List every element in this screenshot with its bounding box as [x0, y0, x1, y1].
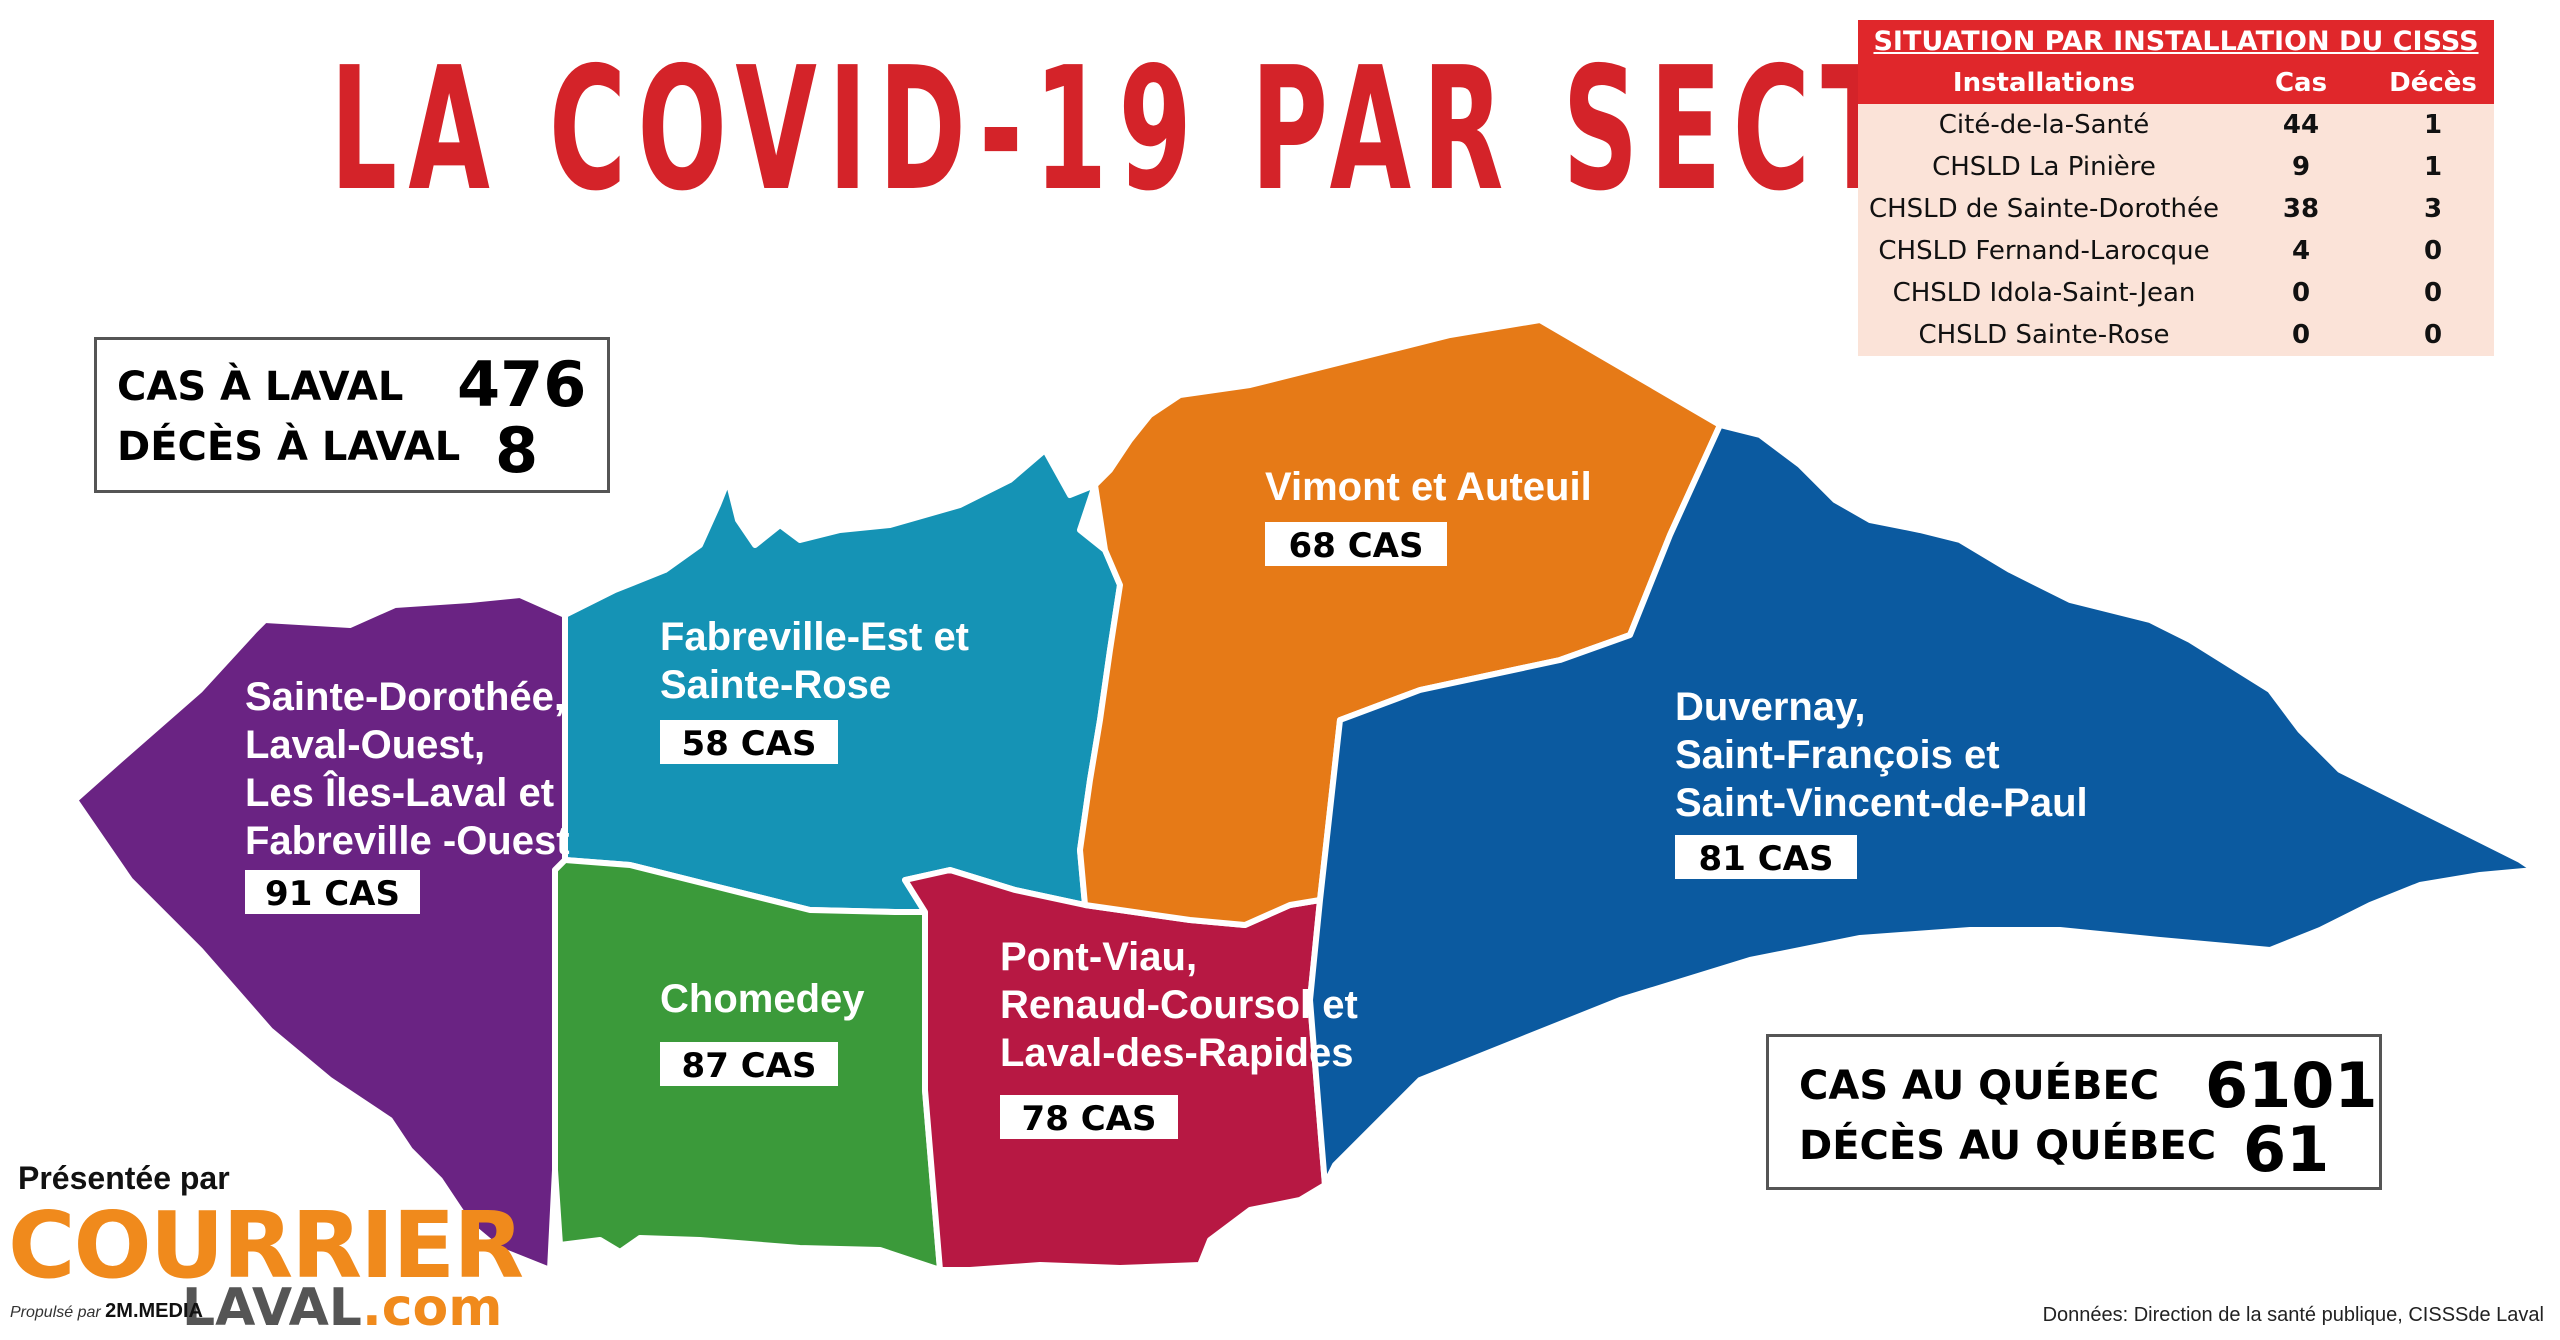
installation-deaths: 1	[2372, 146, 2494, 188]
sector-label-sainte-dorothee: Fabreville -Ouest	[245, 819, 570, 863]
table-row: CHSLD Idola-Saint-Jean 0 0	[1858, 272, 2494, 314]
sector-label-chomedey: Chomedey	[660, 977, 865, 1021]
quebec-stats-box: CAS AU QUÉBEC 6101 DÉCÈS AU QUÉBEC 61	[1766, 1034, 2382, 1190]
quebec-deaths-label: DÉCÈS AU QUÉBEC	[1799, 1123, 2217, 1169]
propulse-brand: 2M.MEDIA	[105, 1300, 203, 1322]
case-count-box-pont-viau	[1000, 1095, 1178, 1139]
cisss-installations-table: SITUATION PAR INSTALLATION DU CISSS Inst…	[1858, 20, 2494, 356]
col-installations: Installations	[1858, 62, 2230, 104]
laval-deaths-value: 8	[495, 414, 539, 487]
laval-stats-box: CAS À LAVAL 476 DÉCÈS À LAVAL 8	[94, 337, 610, 493]
laval-com-logo[interactable]: LAVAL.com	[182, 1280, 502, 1336]
table-row: CHSLD Fernand-Larocque 4 0	[1858, 230, 2494, 272]
table-row: CHSLD Sainte-Rose 0 0	[1858, 314, 2494, 356]
presented-by-text: Présentée par	[18, 1160, 230, 1196]
sector-label-sainte-dorothee: Sainte-Dorothée,	[245, 675, 565, 719]
laval-cases-label: CAS À LAVAL	[117, 364, 404, 410]
sector-duvernay[interactable]	[1307, 422, 2538, 1188]
sector-label-duvernay: Saint-Vincent-de-Paul	[1675, 781, 2088, 825]
case-count-box-duvernay	[1675, 835, 1857, 879]
sector-label-pont-viau: Pont-Viau,	[1000, 935, 1197, 979]
sector-label-fabreville-est: Fabreville-Est et	[660, 615, 969, 659]
quebec-deaths-value: 61	[2243, 1113, 2330, 1186]
installation-name: CHSLD de Sainte-Dorothée	[1858, 188, 2230, 230]
propulse-text: Propulsé par	[10, 1304, 101, 1321]
data-source-note: Données: Direction de la santé publique,…	[2042, 1304, 2544, 1326]
case-count-box-fabreville-est	[660, 720, 838, 764]
case-count-duvernay: 81 CAS	[1699, 839, 1834, 879]
case-count-vimont: 68 CAS	[1289, 526, 1424, 566]
case-count-pont-viau: 78 CAS	[1022, 1099, 1157, 1139]
case-count-box-chomedey	[660, 1042, 838, 1086]
sector-label-vimont: Vimont et Auteuil	[1265, 465, 1592, 509]
case-count-chomedey: 87 CAS	[682, 1046, 817, 1086]
installation-cases: 38	[2230, 188, 2372, 230]
case-count-sainte-dorothee: 91 CAS	[265, 874, 400, 914]
sector-label-sainte-dorothee: Les Îles-Laval et	[245, 769, 554, 815]
sector-label-duvernay: Saint-François et	[1675, 733, 2000, 777]
case-count-box-sainte-dorothee	[245, 870, 420, 914]
case-count-fabreville-est: 58 CAS	[682, 724, 817, 764]
table-row: Cité-de-la-Santé 44 1	[1858, 104, 2494, 146]
installation-name: CHSLD Idola-Saint-Jean	[1858, 272, 2230, 314]
sector-label-pont-viau: Renaud-Coursol et	[1000, 983, 1358, 1027]
courrier-laval-logo[interactable]: COURRIER	[8, 1192, 524, 1299]
installation-name: CHSLD La Pinière	[1858, 146, 2230, 188]
installation-deaths: 0	[2372, 314, 2494, 356]
sector-label-pont-viau: Laval-des-Rapides	[1000, 1031, 1353, 1075]
installation-name: CHSLD Sainte-Rose	[1858, 314, 2230, 356]
installation-deaths: 0	[2372, 230, 2494, 272]
case-count-box-vimont	[1265, 522, 1447, 566]
table-row: CHSLD de Sainte-Dorothée 38 3	[1858, 188, 2494, 230]
installation-cases: 9	[2230, 146, 2372, 188]
installation-cases: 44	[2230, 104, 2372, 146]
sector-label-sainte-dorothee: Laval-Ouest,	[245, 723, 485, 767]
quebec-cases-value: 6101	[2205, 1049, 2378, 1122]
installation-cases: 0	[2230, 314, 2372, 356]
table-row: CHSLD La Pinière 9 1	[1858, 146, 2494, 188]
laval-cases-value: 476	[457, 348, 587, 421]
installation-deaths: 0	[2372, 272, 2494, 314]
installation-name: Cité-de-la-Santé	[1858, 104, 2230, 146]
sector-label-duvernay: Duvernay,	[1675, 685, 1865, 729]
installation-name: CHSLD Fernand-Larocque	[1858, 230, 2230, 272]
installation-cases: 4	[2230, 230, 2372, 272]
sector-label-fabreville-est: Sainte-Rose	[660, 663, 891, 707]
propulse-par: Propulsé par 2M.MEDIA	[10, 1300, 203, 1323]
col-deces: Décès	[2372, 62, 2494, 104]
quebec-cases-label: CAS AU QUÉBEC	[1799, 1063, 2160, 1109]
installation-deaths: 3	[2372, 188, 2494, 230]
col-cas: Cas	[2230, 62, 2372, 104]
cisss-table-title: SITUATION PAR INSTALLATION DU CISSS	[1858, 20, 2494, 62]
laval-logo-text: LAVAL	[182, 1278, 362, 1338]
laval-deaths-label: DÉCÈS À LAVAL	[117, 424, 461, 470]
domain-logo-text: .com	[361, 1278, 503, 1338]
installation-cases: 0	[2230, 272, 2372, 314]
installation-deaths: 1	[2372, 104, 2494, 146]
